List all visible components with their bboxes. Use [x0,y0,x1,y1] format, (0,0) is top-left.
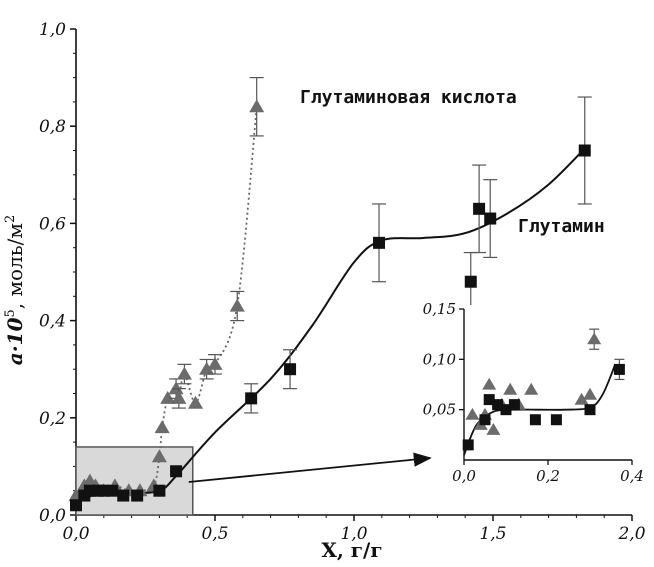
y-tick-label: 0,2 [39,409,66,429]
inset-glutamine-square-marker [613,363,625,375]
glutamic-acid-trend-line [75,106,258,497]
inset-y-tick-label: 0,15 [423,300,456,318]
inset-x-tick-label: 0,2 [536,467,560,485]
main-plot-area [68,76,592,516]
series-label-glutamine: Глутамин [518,216,605,237]
inset-glutamic-acid-triangle-marker [587,332,602,345]
inset-glutamic-acid-triangle-marker [486,423,501,435]
glutamic-acid-triangle-marker [229,298,245,312]
inset-y-tick-label: 0,05 [423,401,456,419]
inset-chart: 0,0 0,2 0,4 0,05 0,10 0,15 [423,300,644,490]
inset-glutamic-acid-triangle-marker [574,392,589,405]
glutamic-acid-triangle-marker [160,390,176,404]
y-axis-label-unit: , моль/м [3,223,27,309]
inset-glutamine-square-marker [584,404,596,416]
x-tick-label: 2,0 [617,524,645,544]
inset-glutamic-acid-triangle-marker [482,377,497,390]
inset-glutamine-square-marker [483,394,495,406]
inset-glutamic-acid-triangle-marker [583,387,597,400]
zoom-arrow [188,452,432,483]
x-tick-label: 1,5 [479,524,506,544]
y-axis-label: a·105, моль/м2 [3,215,27,366]
glutamine-square-marker [131,489,144,502]
glutamine-square-marker [245,392,258,405]
glutamine-square-marker [473,202,486,215]
y-axis-label-exponent: 5 [3,309,18,317]
glutamic-acid-triangle-marker [188,395,204,409]
glutamic-acid-triangle-marker [154,420,170,434]
x-tick-label: 0,5 [201,524,228,544]
glutamine-square-marker [484,212,497,225]
inset-x-tick-label: 0,0 [452,467,476,485]
glutamine-square-marker [70,499,82,512]
series-label-glutamic-acid: Глутаминовая кислота [300,87,517,108]
y-tick-label: 1,0 [39,20,66,40]
glutamic-acid-triangle-marker [249,99,265,113]
glutamic-acid-triangle-marker [176,366,192,380]
glutamic-acid-triangle-marker [207,356,223,370]
x-axis-label: X, г/г [321,538,382,562]
glutamine-square-marker [284,363,297,376]
glutamic-acid-triangle-marker [168,381,184,395]
inset-glutamic-acid-triangle-marker [503,382,518,395]
main-axes: 0,0 0,5 1,0 1,5 2,0 0,0 0,2 0,4 0,6 0,8 1,0 [39,20,646,544]
inset-glutamine-square-marker [508,399,520,411]
inset-x-tick-label: 0,4 [620,467,644,485]
inset-glutamine-square-marker [550,414,562,426]
glutamine-square-marker [464,275,477,288]
inset-glutamine-square-marker [462,439,474,451]
glutamine-square-marker [373,236,386,249]
x-tick-label: 0,0 [62,524,89,544]
y-tick-label: 0,8 [39,117,66,137]
x-tick-label: 1,0 [340,524,367,544]
y-tick-label: 0,0 [39,506,66,526]
glutamine-square-marker [578,144,591,157]
inset-glutamine-square-marker [492,399,504,411]
inset-glutamine-square-marker [500,404,512,416]
y-tick-label: 0,6 [39,214,66,234]
inset-glutamic-acid-triangle-marker [465,407,480,420]
glutamine-square-marker [106,484,119,497]
glutamic-acid-triangle-marker [199,361,215,375]
inset-glutamic-acid-triangle-marker [524,382,539,395]
glutamic-acid-triangle-marker [171,390,187,404]
inset-y-tick-label: 0,10 [423,350,457,368]
glutamine-square-marker [170,465,183,478]
glutamine-square-marker [153,484,166,497]
y-tick-label: 0,4 [39,312,66,332]
glutamine-square-marker [117,489,130,502]
inset-glutamine-square-marker [529,414,541,426]
inset-glutamine-square-marker [479,414,491,426]
y-axis-label-unit-exponent: 2 [3,215,18,223]
glutamic-acid-triangle-marker [151,449,167,463]
y-axis-label-base: a·10 [3,317,27,365]
